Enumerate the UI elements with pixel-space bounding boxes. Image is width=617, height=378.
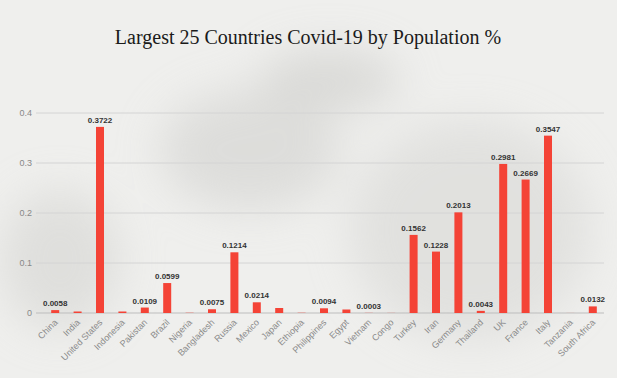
y-tick-label: 0.1 (19, 258, 32, 268)
bar (230, 252, 238, 313)
x-tick-label: Pakistan (118, 317, 149, 348)
bar (544, 136, 552, 313)
grid-line (36, 163, 604, 164)
x-tick-label: South Africa (556, 317, 597, 358)
x-tick-label: UK (492, 317, 508, 333)
x-tick-label: Mexico (234, 317, 261, 344)
data-label: 0.0599 (155, 272, 180, 281)
x-tick-label: Iran (422, 317, 440, 335)
bar (51, 310, 59, 313)
bar (499, 164, 507, 313)
grid-line (36, 263, 604, 264)
x-tick-label: Turkey (392, 317, 419, 344)
x-tick-label: Vietnam (343, 317, 373, 347)
data-label: 0.1214 (222, 241, 247, 250)
bars (51, 127, 597, 313)
data-label: 0.2013 (446, 201, 471, 210)
bg-shape (260, 50, 400, 110)
bar (566, 312, 574, 313)
x-tick-label: Italy (534, 317, 553, 336)
data-label: 0.1562 (401, 224, 426, 233)
data-label: 0.0058 (43, 299, 68, 308)
bar (320, 308, 328, 313)
bar (365, 312, 373, 313)
y-tick-label: 0.3 (19, 158, 32, 168)
y-tick-label: 0.2 (19, 208, 32, 218)
bar (141, 308, 149, 313)
grid-line (36, 113, 604, 114)
bar (74, 312, 82, 314)
bar (387, 312, 395, 313)
bar (163, 283, 171, 313)
data-label: 0.0132 (581, 295, 606, 304)
bar (432, 252, 440, 313)
grid-line (36, 213, 604, 214)
bar (253, 302, 261, 313)
bar (298, 312, 306, 313)
x-axis: ChinaIndiaUnited StatesIndonesiaPakistan… (36, 317, 597, 363)
x-tick-label: Philippines (291, 317, 329, 355)
data-label: 0.0003 (357, 302, 382, 311)
data-label: 0.0075 (200, 298, 225, 307)
data-label: 0.3722 (88, 116, 113, 125)
background-shapes (0, 50, 590, 340)
x-tick-label: Congo (370, 317, 396, 343)
y-tick-label: 0.4 (19, 108, 32, 118)
bar (208, 309, 216, 313)
data-label: 0.0094 (312, 297, 337, 306)
x-tick-label: Bangladesh (176, 317, 217, 358)
bar (522, 180, 530, 313)
x-tick-label: China (36, 317, 60, 341)
x-tick-label: Thailand (454, 317, 485, 348)
chart: Largest 25 Countries Covid-19 by Populat… (0, 0, 617, 378)
bar (275, 308, 283, 313)
bar (342, 310, 350, 314)
data-label: 0.3547 (536, 125, 561, 134)
data-label: 0.1228 (424, 241, 449, 250)
background (0, 0, 617, 378)
bg-shape (350, 120, 590, 340)
bar (477, 311, 485, 313)
x-tick-label: Russia (212, 317, 239, 344)
data-label: 0.0214 (245, 291, 270, 300)
data-labels: 0.0058 0.3722 0.0109 0.0599 0.0075 0.1214 0.02… (43, 116, 606, 311)
data-label: 0.2669 (513, 169, 538, 178)
grid (36, 113, 604, 313)
data-label: 0.0043 (469, 300, 494, 309)
bar (410, 235, 418, 313)
data-label: 0.2981 (491, 153, 516, 162)
bar (186, 312, 194, 313)
x-tick-label: France (503, 317, 530, 344)
y-tick-label: 0 (27, 308, 32, 318)
data-label: 0.0109 (133, 297, 158, 306)
bar (454, 212, 462, 313)
title: Largest 25 Countries Covid-19 by Populat… (115, 26, 501, 49)
bar (96, 127, 104, 313)
bar (118, 312, 126, 314)
bar (589, 306, 597, 313)
